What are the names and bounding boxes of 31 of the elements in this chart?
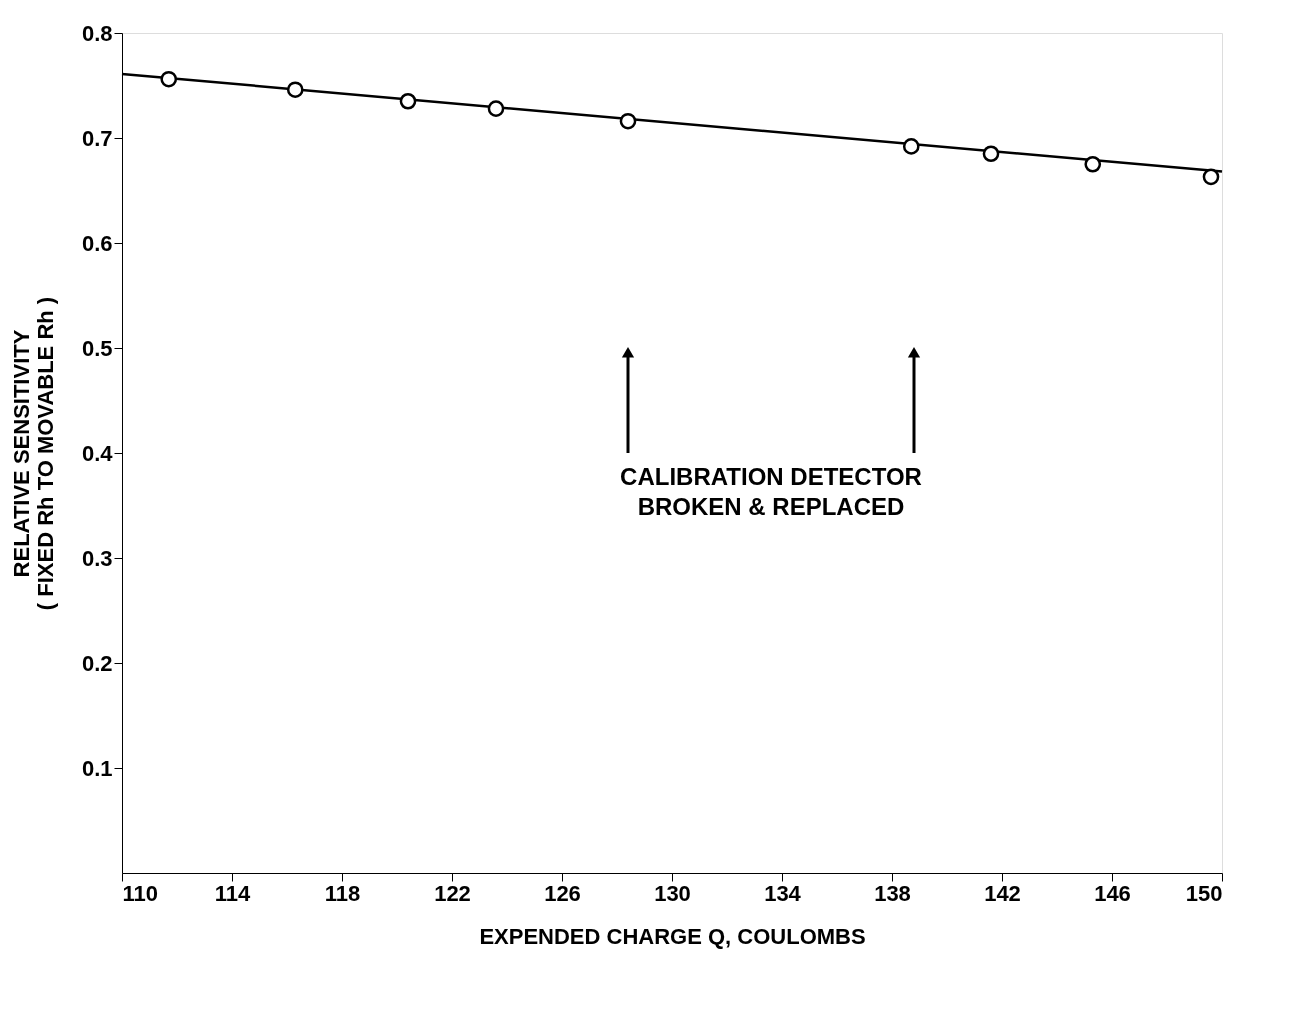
y-tick-label: 0.4 [81, 440, 114, 466]
y-tick-label: 0.7 [81, 125, 113, 151]
point [160, 70, 178, 88]
x-tick-label: 114 [214, 880, 252, 906]
y-axis-title: RELATIVE SENSITIVITY ( FIXED Rh TO MOVABLE Rh ) [8, 296, 58, 611]
point [982, 145, 1000, 163]
y-tick-label: 0.3 [81, 545, 113, 571]
x-tick-label: 122 [434, 880, 471, 906]
point [286, 81, 304, 99]
x-axis-title: EXPENDED CHARGE Q, COULOMBS [479, 923, 866, 949]
x-tick-label: 138 [874, 880, 911, 906]
point [1202, 168, 1220, 186]
y-tick-label: 0.2 [81, 650, 113, 676]
y-tick-label: 0.5 [81, 335, 113, 361]
point [902, 138, 920, 155]
point [487, 100, 505, 117]
x-tick-label: 118 [324, 880, 361, 906]
x-tick-label: 110 [122, 880, 158, 906]
y-tick-label: 0.8 [81, 20, 113, 46]
x-tick-label: 146 [1094, 880, 1131, 906]
point [619, 112, 637, 130]
x-tick-label: 126 [544, 880, 581, 906]
annotation: CALIBRATION DETECTOR BROKEN & REPLACED [620, 462, 922, 520]
x-tick-label: 130 [654, 880, 691, 906]
x-tick-label: 150 [1185, 880, 1223, 906]
x-tick-label: 142 [984, 880, 1021, 906]
x-tick-label: 134 [764, 880, 802, 906]
y-tick-label: 0.6 [81, 230, 113, 256]
point [399, 92, 417, 110]
y-tick-label: 0.1 [81, 755, 113, 781]
point [1084, 155, 1102, 173]
